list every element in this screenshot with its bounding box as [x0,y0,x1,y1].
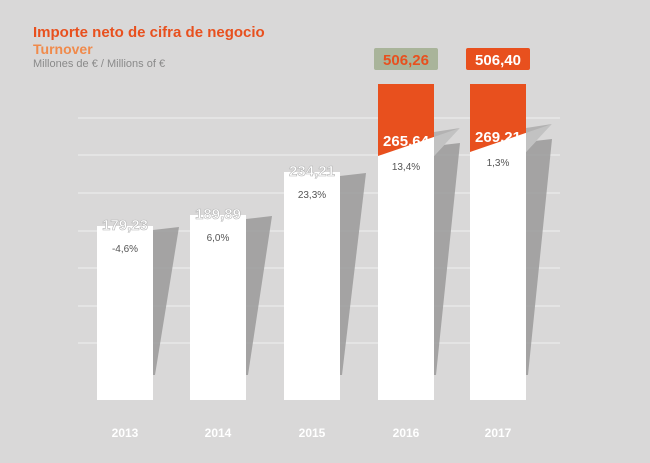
growth-label-2013: -4,6% [112,244,138,255]
total-label-bg-2017 [466,48,530,70]
bar-2016 [378,142,434,400]
value-label-2014: 189,89 [195,206,241,223]
bar-2013 [97,226,153,400]
value-label-2016: 265,64 [383,133,430,150]
value-label-2015: 234,21 [289,163,335,180]
total-label-2016: 506,26 [383,52,429,69]
value-label-2017: 269,21 [475,129,521,146]
growth-label-2016: 13,4% [392,162,420,173]
bar-cap-shadow-2017 [526,124,552,152]
x-tick-2016: 2016 [393,426,420,440]
bar-2015 [284,172,340,400]
bar-shadow-2015 [340,173,366,375]
bar-2017 [470,138,526,400]
value-label-2013: 179,23 [102,217,148,234]
x-tick-2013: 2013 [112,426,139,440]
bar-shadow-2014 [246,216,272,375]
x-tick-2015: 2015 [299,426,326,440]
chart-units: Millones de € / Millions of € [33,58,166,70]
bar-cap-shadow-2016 [434,128,460,156]
growth-label-2017: 1,3% [487,158,510,169]
total-label-2017: 506,40 [475,52,521,69]
bar-2014 [190,215,246,400]
growth-label-2015: 23,3% [298,190,326,201]
total-label-bg-2016 [374,48,438,70]
bar-shadow-2017 [526,139,552,375]
chart-title: Importe neto de cifra de negocio [33,24,265,41]
x-tick-2014: 2014 [205,426,232,440]
chart-subtitle: Turnover [33,41,93,57]
bar-shadow-2013 [153,227,179,375]
bar-shadow-2016 [434,143,460,375]
x-tick-2017: 2017 [485,426,512,440]
growth-label-2014: 6,0% [207,233,230,244]
chart-header: Importe neto de cifra de negocio Turnove… [33,24,265,71]
